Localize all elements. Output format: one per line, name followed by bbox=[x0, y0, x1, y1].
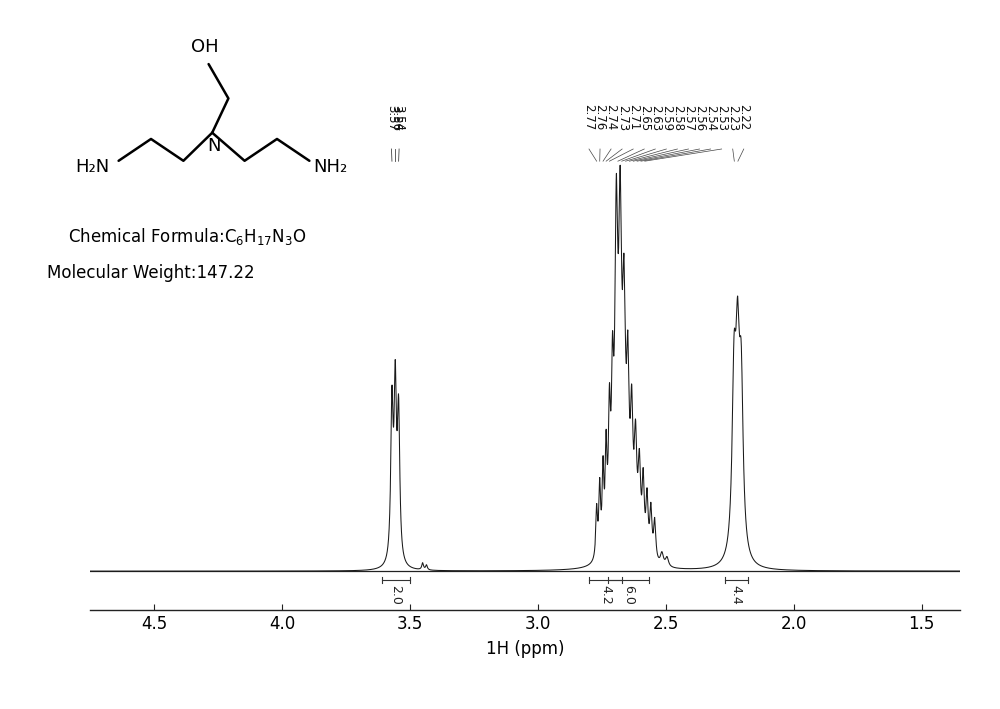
Text: 2.0: 2.0 bbox=[389, 585, 402, 605]
Text: 2.57: 2.57 bbox=[682, 105, 695, 130]
Text: 2.71: 2.71 bbox=[627, 104, 640, 130]
Text: Chemical Formula:$\mathregular{C_6H_{17}N_3O}$: Chemical Formula:$\mathregular{C_6H_{17}… bbox=[68, 226, 307, 247]
Text: 2.77: 2.77 bbox=[582, 104, 595, 130]
Text: H₂N: H₂N bbox=[75, 158, 110, 176]
Text: 2.76: 2.76 bbox=[594, 104, 607, 130]
X-axis label: 1H (ppm): 1H (ppm) bbox=[486, 640, 564, 657]
Text: 2.53: 2.53 bbox=[715, 105, 728, 130]
Text: 2.58: 2.58 bbox=[671, 105, 684, 130]
Text: OH: OH bbox=[191, 38, 219, 56]
Text: Molecular Weight:147.22: Molecular Weight:147.22 bbox=[47, 264, 255, 281]
Text: 4.4: 4.4 bbox=[730, 585, 743, 605]
Text: 4.2: 4.2 bbox=[599, 585, 612, 605]
Text: 3.57: 3.57 bbox=[385, 105, 398, 130]
Text: 2.65: 2.65 bbox=[638, 105, 651, 130]
Text: 3.56: 3.56 bbox=[389, 105, 402, 130]
Text: 3.54: 3.54 bbox=[393, 105, 406, 130]
Text: 2.23: 2.23 bbox=[726, 105, 739, 130]
Text: 2.22: 2.22 bbox=[737, 104, 750, 130]
Text: 2.74: 2.74 bbox=[605, 104, 618, 130]
Text: 2.73: 2.73 bbox=[616, 105, 629, 130]
Text: 2.54: 2.54 bbox=[704, 105, 717, 130]
Text: NH₂: NH₂ bbox=[313, 158, 347, 176]
Text: 6.0: 6.0 bbox=[622, 585, 635, 605]
Text: N: N bbox=[207, 138, 221, 155]
Text: 2.63: 2.63 bbox=[649, 105, 662, 130]
Text: 2.59: 2.59 bbox=[660, 105, 673, 130]
Text: 2.56: 2.56 bbox=[693, 105, 706, 130]
